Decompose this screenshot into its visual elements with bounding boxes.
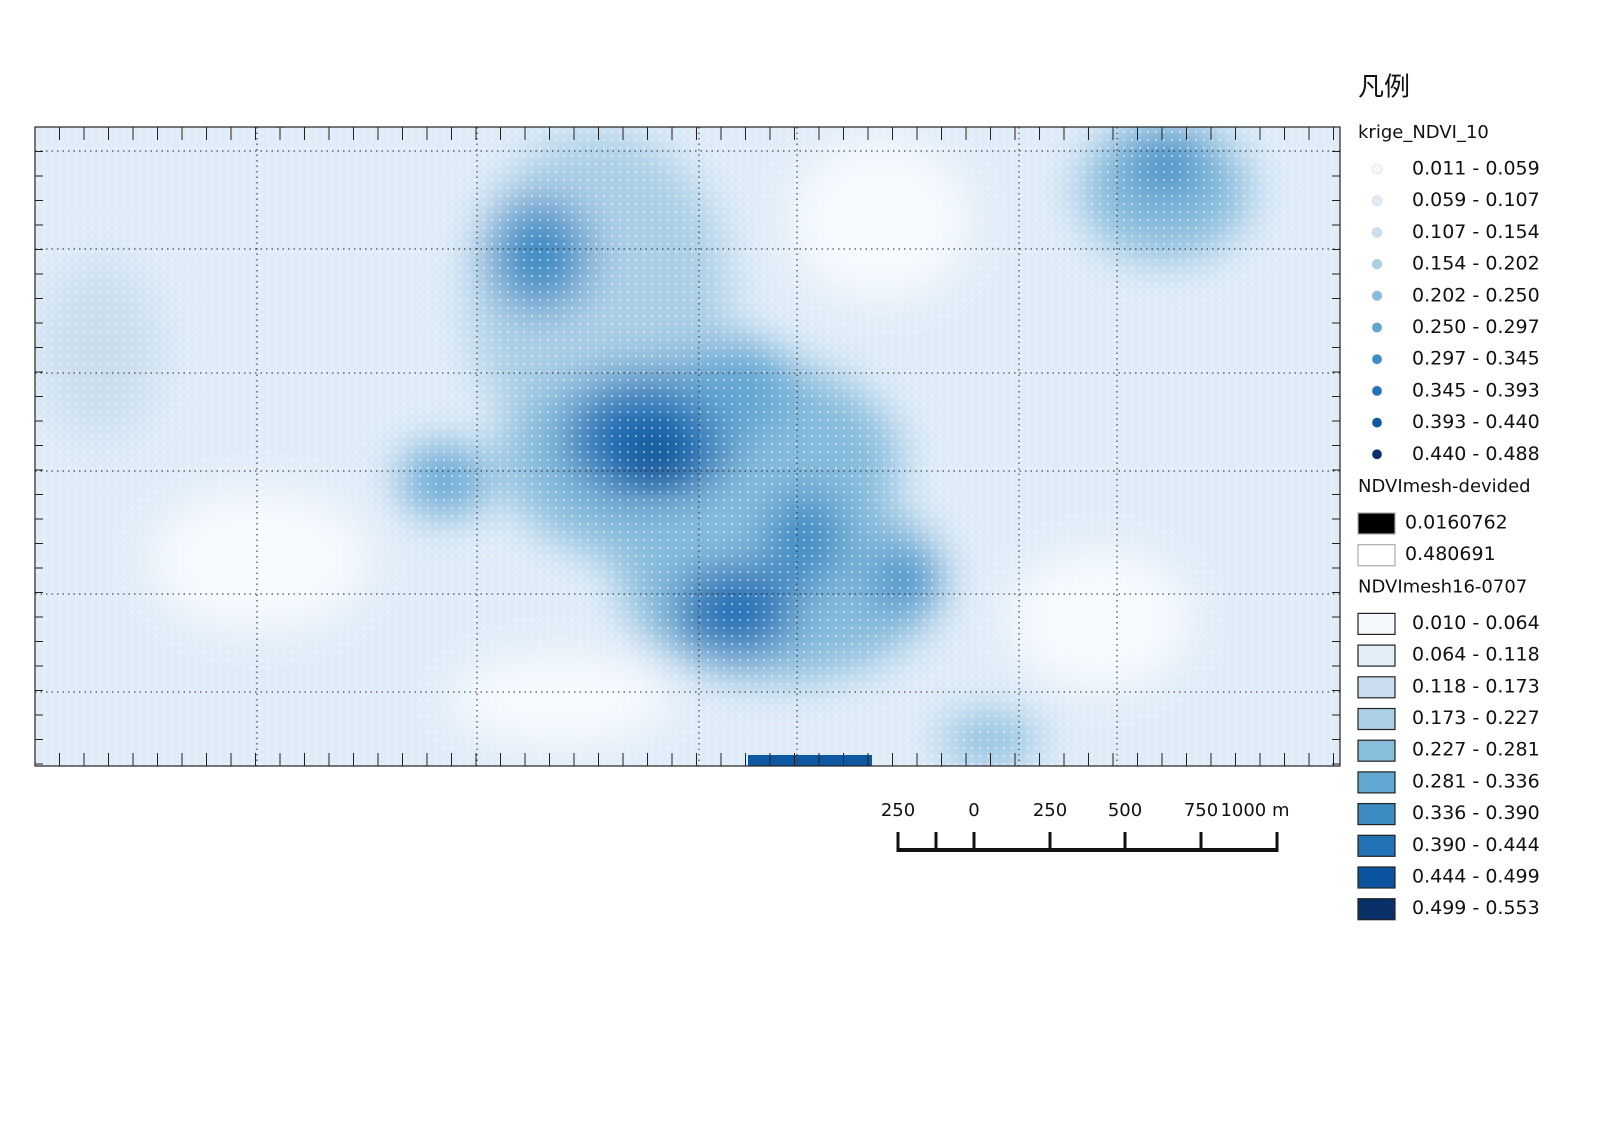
legend-layer-name: NDVImesh-devided: [1358, 476, 1531, 497]
legend-layer-name: NDVImesh16-0707: [1358, 576, 1527, 597]
legend-swatch: [1371, 385, 1383, 397]
legend-label: 0.444 - 0.499: [1412, 866, 1540, 888]
legend-swatch: [1357, 834, 1396, 857]
legend-swatch: [1357, 644, 1396, 667]
map-raster: [35, 127, 1340, 766]
legend-swatch: [1357, 771, 1396, 794]
legend-label: 0.011 - 0.059: [1412, 158, 1540, 180]
legend-label: 0.010 - 0.064: [1412, 612, 1540, 634]
legend-label: 0.118 - 0.173: [1412, 675, 1540, 697]
legend-label: 0.297 - 0.345: [1412, 348, 1540, 370]
legend-label: 0.390 - 0.444: [1412, 834, 1540, 856]
legend-swatch: [1371, 322, 1383, 333]
legend-swatch: [1357, 866, 1396, 889]
legend-swatch: [1357, 802, 1396, 826]
legend-swatch: [1371, 227, 1383, 238]
legend-label: 0.480691: [1405, 543, 1496, 565]
legend-layer-name: krige_NDVI_10: [1358, 122, 1489, 143]
legend: krige_NDVI_10 0.011 - 0.059 0.059 - 0.107 0…: [1357, 122, 1540, 921]
legend-label: 0.336 - 0.390: [1412, 802, 1540, 824]
frame-ticks: [34, 126, 1340, 766]
map-frame: [34, 126, 1341, 767]
legend-label: 0.281 - 0.336: [1412, 770, 1540, 792]
legend-swatch: [1357, 544, 1396, 567]
legend-label: 0.173 - 0.227: [1412, 707, 1540, 729]
legend-swatch: [1371, 258, 1383, 270]
legend-label: 0.345 - 0.393: [1412, 379, 1540, 401]
legend-label: 0.250 - 0.297: [1412, 316, 1540, 338]
legend-label: 0.107 - 0.154: [1412, 221, 1540, 243]
legend-label: 0.393 - 0.440: [1412, 411, 1540, 433]
legend-swatch: [1357, 612, 1396, 636]
scale-bar: 250 0 250 500 750 1000 m: [881, 800, 1290, 852]
scale-label: 750: [1184, 800, 1218, 821]
legend-swatch: [1371, 417, 1383, 428]
legend-label: 0.202 - 0.250: [1412, 284, 1540, 306]
legend-swatch: [1371, 290, 1383, 302]
scale-label: 250: [881, 800, 915, 821]
legend-swatch: [1357, 676, 1396, 699]
legend-label: 0.499 - 0.553: [1412, 897, 1540, 919]
legend-swatch: [1371, 195, 1383, 206]
scale-label: 1000 m: [1220, 800, 1289, 821]
legend-swatch: [1371, 353, 1383, 365]
legend-swatch: [1357, 512, 1396, 535]
legend-label: 0.0160762: [1405, 512, 1508, 534]
legend-label: 0.440 - 0.488: [1412, 443, 1540, 465]
legend-label: 0.059 - 0.107: [1412, 189, 1540, 211]
scale-label: 500: [1108, 800, 1142, 821]
legend-swatch: [1371, 449, 1383, 460]
legend-title: 凡例: [1358, 73, 1410, 103]
legend-swatch: [1371, 163, 1383, 175]
legend-label: 0.064 - 0.118: [1412, 644, 1540, 666]
legend-label: 0.154 - 0.202: [1412, 253, 1540, 275]
legend-label: 0.227 - 0.281: [1412, 739, 1540, 761]
scale-label: 250: [1033, 800, 1067, 821]
legend-swatch: [1357, 707, 1396, 731]
legend-swatch: [1357, 739, 1396, 762]
scale-label: 0: [968, 800, 979, 821]
legend-swatch: [1357, 898, 1396, 921]
